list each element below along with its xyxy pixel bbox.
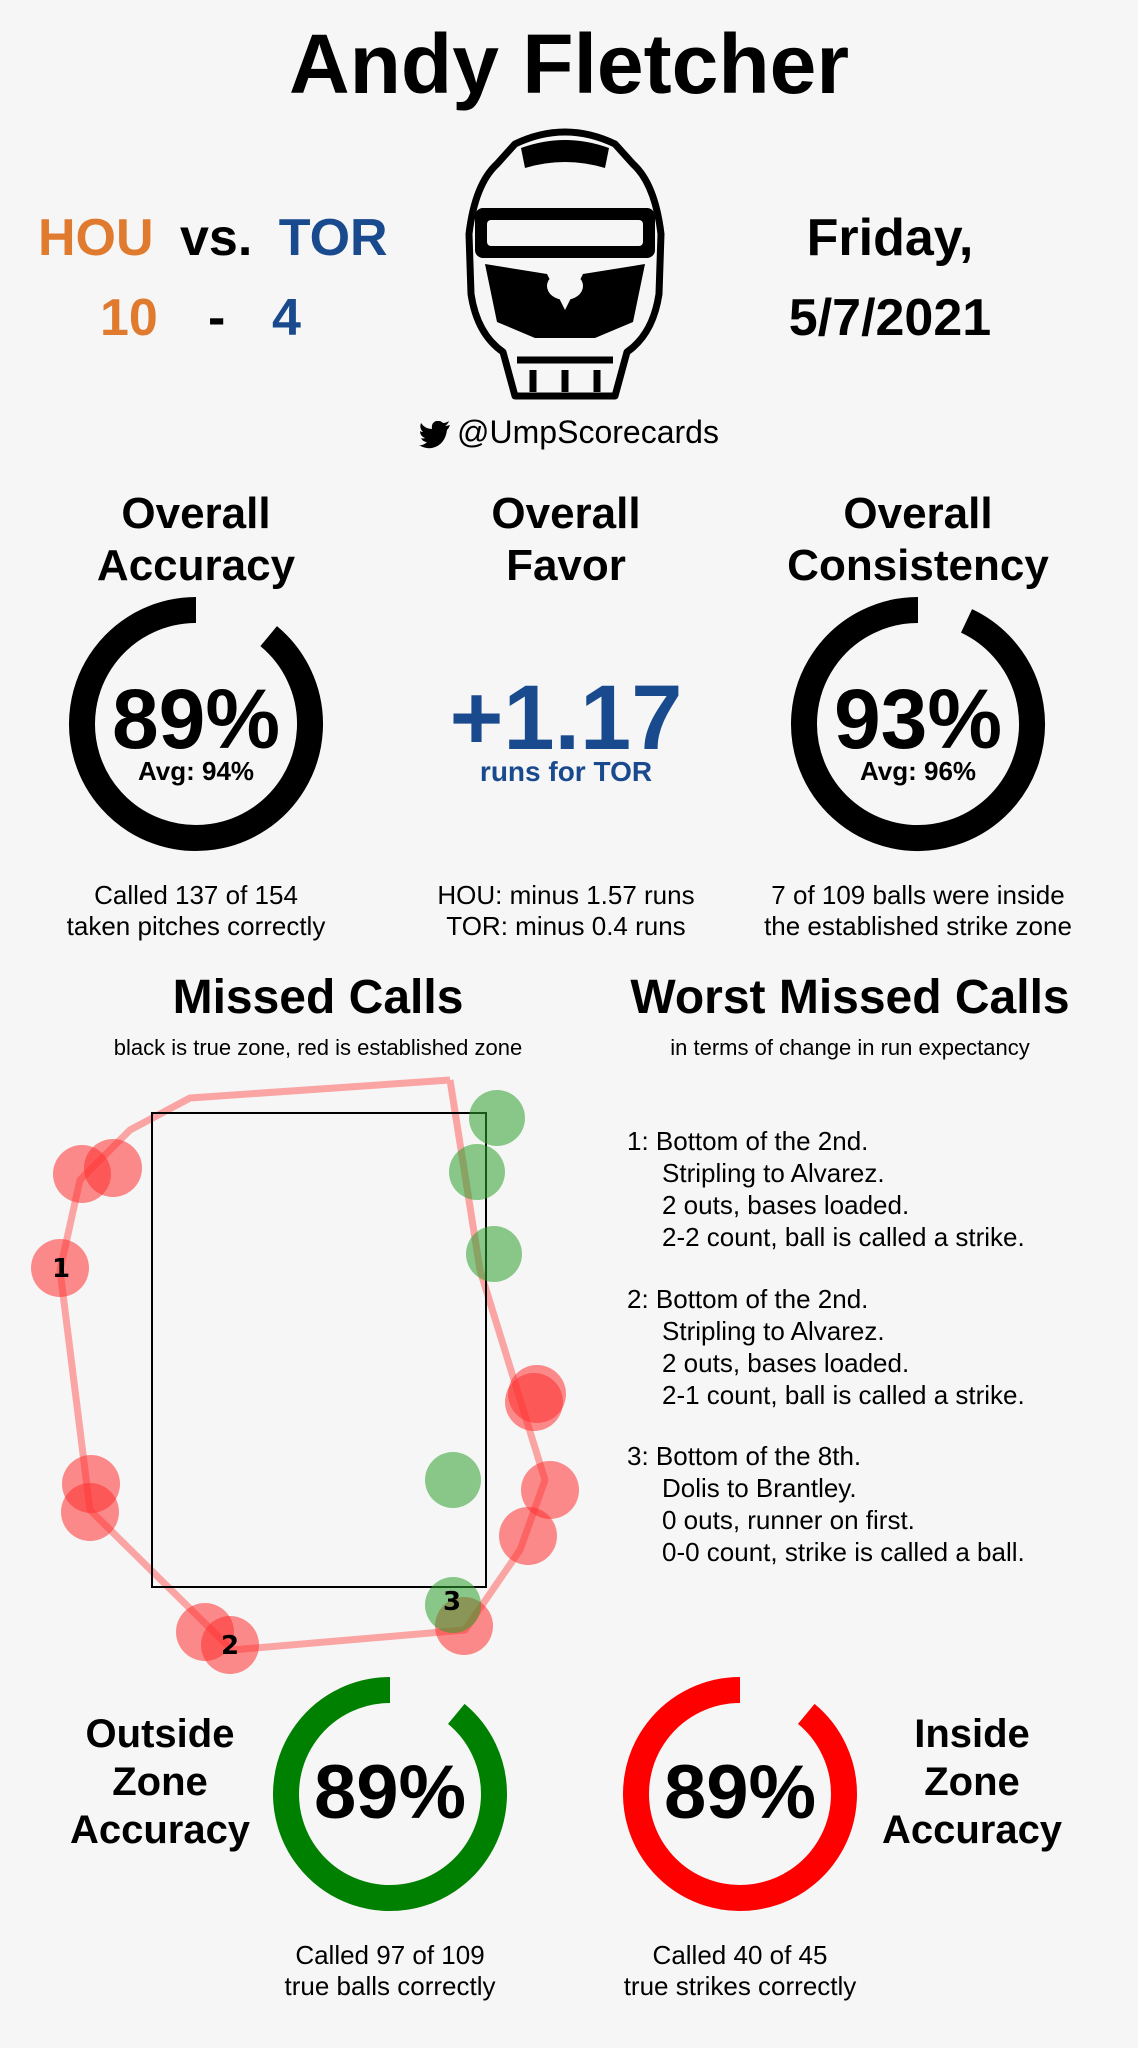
matchup: HOU vs. TOR <box>38 208 398 268</box>
score-away: 4 <box>272 289 301 347</box>
missed-strike-point <box>466 1226 522 1282</box>
accuracy-gauge-arc <box>69 597 323 851</box>
inside-zone-gauge <box>623 1677 857 1911</box>
team-home: HOU <box>38 209 154 267</box>
missed-strike-point <box>469 1090 525 1146</box>
accuracy-desc-line1: Called 137 of 154 <box>94 880 298 910</box>
missed-calls-title: Missed Calls <box>172 971 464 1024</box>
worst-call-3: 3: Bottom of the 8th. Dolis to Brantley.… <box>627 1440 1025 1568</box>
accuracy-title: Overall Accuracy <box>16 488 376 592</box>
favor-value: +1.17 <box>449 667 683 769</box>
twitter-bird-icon <box>419 420 451 448</box>
worst-call-3-line1: 3: Bottom of the 8th. <box>627 1441 862 1471</box>
established-zone-outline <box>56 1076 549 1654</box>
worst-call-3-line3: 0 outs, runner on first. <box>662 1505 915 1535</box>
worst-call-3-line2: Dolis to Brantley. <box>662 1473 857 1503</box>
accuracy-gauge <box>69 597 323 851</box>
consistency-desc-line2: the established strike zone <box>764 911 1072 941</box>
outside-zone-value: 89% <box>313 1750 467 1835</box>
favor-description: HOU: minus 1.57 runs TOR: minus 0.4 runs <box>386 880 746 942</box>
accuracy-description: Called 137 of 154 taken pitches correctl… <box>16 880 376 942</box>
outside-zone-gauge <box>273 1677 507 1911</box>
missed-ball-point <box>505 1373 563 1431</box>
outside-zone-description: Called 97 of 109 true balls correctly <box>230 1940 550 2002</box>
twitter-handle-text: @UmpScorecards <box>457 414 719 450</box>
favor-title: Overall Favor <box>386 488 746 592</box>
consistency-gauge <box>791 597 1045 851</box>
worst-call-2-line4: 2-1 count, ball is called a strike. <box>662 1380 1025 1410</box>
worst-call-1-line3: 2 outs, bases loaded. <box>662 1190 910 1220</box>
accuracy-title-line2: Accuracy <box>96 541 296 590</box>
outside-zone-label-line1: Outside <box>85 1712 235 1756</box>
consistency-avg: Avg: 96% <box>859 756 977 786</box>
inside-zone-label-line3: Accuracy <box>881 1808 1063 1852</box>
date-full: 5/7/2021 <box>788 289 992 347</box>
consistency-title-line2: Consistency <box>787 541 1049 590</box>
outside-zone-label-line2: Zone <box>112 1760 208 1804</box>
missed-ball-point <box>61 1483 119 1541</box>
missed-strike-point <box>425 1577 481 1633</box>
vs-text: vs. <box>180 209 253 267</box>
worst-call-2-line2: Stripling to Alvarez. <box>662 1316 885 1346</box>
outside-zone-label-line3: Accuracy <box>69 1808 251 1852</box>
missed-ball-point <box>521 1461 579 1519</box>
outside-zone-gauge-arc <box>273 1677 507 1911</box>
missed-call-label-1: 1 <box>52 1254 70 1284</box>
accuracy-avg: Avg: 94% <box>137 756 255 786</box>
missed-strike-point <box>449 1144 505 1200</box>
outside-zone-desc-line1: Called 97 of 109 <box>295 1940 485 1970</box>
consistency-gauge-arc <box>791 597 1045 851</box>
missed-strike-point <box>425 1452 481 1508</box>
missed-ball-point <box>84 1139 142 1197</box>
consistency-value: 93% <box>833 672 1003 766</box>
score-dash: - <box>208 289 226 347</box>
date-day: Friday, <box>806 209 974 267</box>
worst-call-1-line1: 1: Bottom of the 2nd. <box>627 1126 869 1156</box>
score-home: 10 <box>100 289 158 347</box>
team-away: TOR <box>278 209 388 267</box>
favor-title-line2: Favor <box>506 541 626 590</box>
inside-zone-value: 89% <box>663 1750 817 1835</box>
favor-runs-for: runs for TOR <box>479 756 653 787</box>
worst-call-2-line1: 2: Bottom of the 2nd. <box>627 1284 869 1314</box>
umpire-mask-icon <box>465 128 665 400</box>
favor-title-line1: Overall <box>491 489 641 538</box>
worst-call-2: 2: Bottom of the 2nd. Stripling to Alvar… <box>627 1283 1025 1411</box>
accuracy-title-line1: Overall <box>121 489 271 538</box>
missed-ball-point <box>201 1616 259 1674</box>
consistency-description: 7 of 109 balls were inside the establish… <box>728 880 1108 942</box>
consistency-title-line1: Overall <box>843 489 993 538</box>
worst-missed-calls-subtitle: in terms of change in run expectancy <box>670 1035 1030 1060</box>
worst-call-1-line4: 2-2 count, ball is called a strike. <box>662 1222 1025 1252</box>
missed-calls-subtitle: black is true zone, red is established z… <box>113 1035 523 1060</box>
accuracy-value: 89% <box>111 672 281 766</box>
outside-zone-desc-line2: true balls correctly <box>284 1971 496 2001</box>
umpire-name: Andy Fletcher <box>288 17 850 111</box>
outside-zone-label: Outside Zone Accuracy <box>50 1710 270 1854</box>
inside-zone-desc-line1: Called 40 of 45 <box>652 1940 828 1970</box>
inside-zone-label-line2: Zone <box>924 1760 1020 1804</box>
favor-desc-line2: TOR: minus 0.4 runs <box>446 911 686 941</box>
worst-call-1-line2: Stripling to Alvarez. <box>662 1158 885 1188</box>
inside-zone-label-line1: Inside <box>914 1712 1030 1756</box>
missed-ball-point <box>499 1507 557 1565</box>
consistency-title: Overall Consistency <box>738 488 1098 592</box>
worst-call-1: 1: Bottom of the 2nd. Stripling to Alvar… <box>627 1125 1025 1253</box>
consistency-desc-line1: 7 of 109 balls were inside <box>771 880 1065 910</box>
worst-missed-calls-title: Worst Missed Calls <box>630 971 1070 1024</box>
inside-zone-desc-line2: true strikes correctly <box>623 1971 857 2001</box>
missed-ball-point <box>31 1239 89 1297</box>
accuracy-desc-line2: taken pitches correctly <box>66 911 326 941</box>
missed-call-label-2: 2 <box>221 1631 239 1661</box>
favor-desc-line1: HOU: minus 1.57 runs <box>437 880 695 910</box>
worst-call-2-line3: 2 outs, bases loaded. <box>662 1348 910 1378</box>
inside-zone-description: Called 40 of 45 true strikes correctly <box>580 1940 900 2002</box>
missed-call-label-3: 3 <box>443 1587 461 1617</box>
true-zone-outline <box>151 1112 487 1588</box>
twitter-handle: @UmpScorecards <box>0 412 1138 452</box>
worst-call-3-line4: 0-0 count, strike is called a ball. <box>662 1537 1025 1567</box>
inside-zone-label: Inside Zone Accuracy <box>862 1710 1082 1854</box>
missed-calls-plot: 1 2 3 <box>31 1076 579 1674</box>
inside-zone-gauge-arc <box>623 1677 857 1911</box>
